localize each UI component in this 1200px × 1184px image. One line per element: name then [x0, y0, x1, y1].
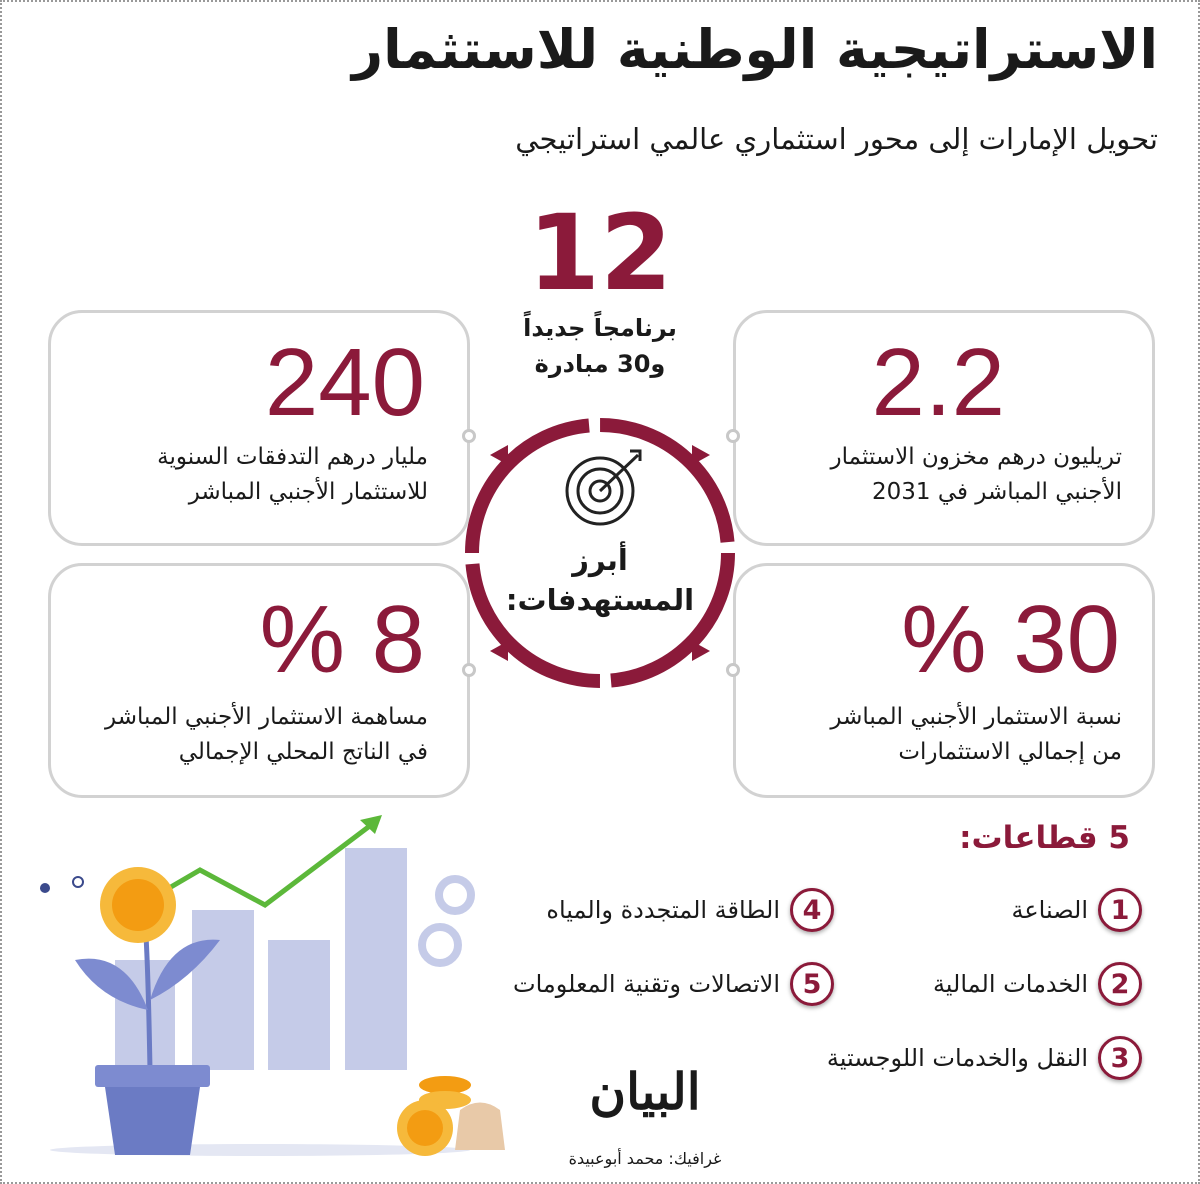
sector-item: 1 الصناعة — [1011, 888, 1142, 932]
growth-illustration — [40, 815, 505, 1156]
targets-title-2: المستهدفات: — [505, 583, 695, 617]
target-value: % 30 — [901, 586, 1120, 693]
sector-item: 5 الاتصالات وتقنية المعلومات — [513, 962, 834, 1006]
sector-item: 4 الطاقة المتجددة والمياه — [546, 888, 834, 932]
target-icon — [565, 449, 642, 526]
target-card-2-2 — [733, 310, 1155, 546]
connector-dot — [462, 429, 476, 443]
target-value: % 8 — [259, 586, 425, 693]
page-title: الاستراتيجية الوطنية للاستثمار — [352, 18, 1159, 81]
target-value: 240 — [264, 329, 425, 436]
gear-icon — [418, 875, 475, 967]
graphic-credit: غرافيك: محمد أبوعبيدة — [568, 1149, 722, 1168]
target-card-8pct — [48, 563, 470, 798]
target-desc: تريليون درهم مخزون الاستثمار الأجنبي المب… — [830, 444, 1122, 505]
target-value: 2.2 — [871, 329, 1005, 436]
initiatives-label: و30 مبادرة — [534, 350, 666, 378]
programs-label: برنامجاً جديداً — [523, 314, 677, 342]
sectors-heading: 5 قطاعات: — [959, 820, 1130, 856]
connector-dot — [462, 663, 476, 677]
target-card-30pct — [733, 563, 1155, 798]
trend-arrow — [138, 820, 377, 908]
albayan-logo: البيان — [589, 1062, 701, 1121]
target-card-240 — [48, 310, 470, 546]
sector-item: 2 الخدمات المالية — [933, 962, 1142, 1006]
connector-dot — [726, 663, 740, 677]
programs-count: 12 — [527, 192, 673, 314]
page-subtitle: تحويل الإمارات إلى محور استثماري عالمي ا… — [515, 122, 1158, 156]
sector-item: 3 النقل والخدمات اللوجستية — [827, 1036, 1142, 1080]
targets-title-1: أبرز — [572, 543, 628, 577]
target-desc: نسبة الاستثمار الأجنبي المباشر من إجمالي … — [830, 704, 1122, 765]
targets-ring — [465, 418, 735, 688]
target-desc: مليار درهم التدفقات السنوية للاستثمار الأ… — [157, 444, 428, 505]
connector-dot — [726, 429, 740, 443]
target-desc: مساهمة الاستثمار الأجنبي المباشر في النات… — [105, 704, 428, 765]
